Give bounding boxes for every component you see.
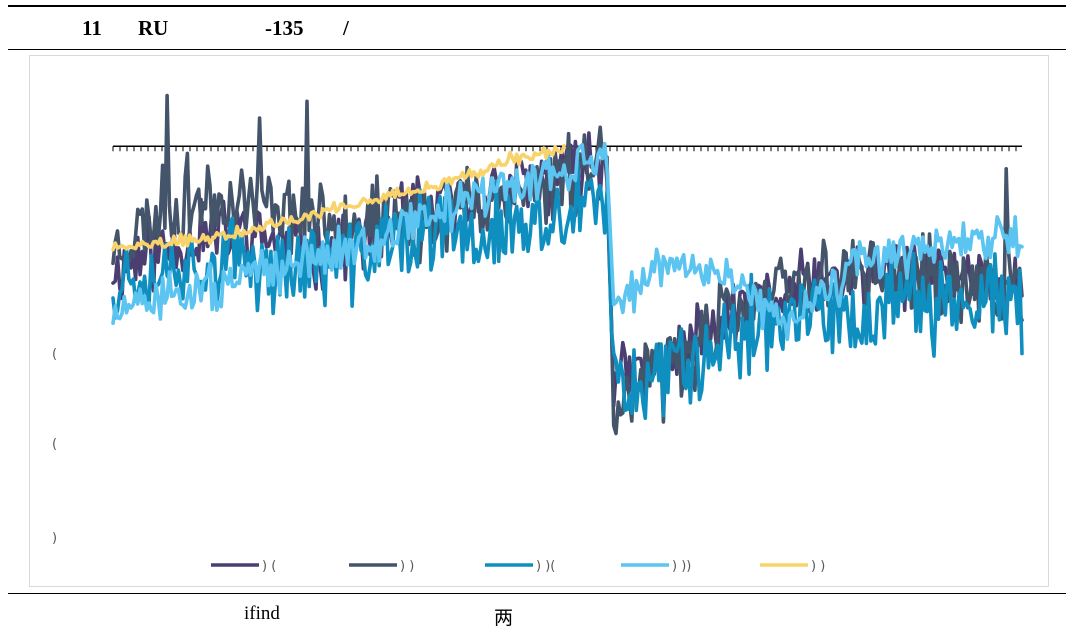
title-part-4: / [343,16,349,40]
series-line-4 [111,141,1024,342]
series-line-5 [111,143,566,252]
footer-note: 两 [494,608,514,629]
title-part-2: RU [138,16,169,40]
chart-frame [29,55,1049,587]
series-line-2 [111,93,1024,436]
top-rule [8,5,1066,7]
y-tick-label: ( [52,437,57,452]
bottom-rule [8,593,1066,594]
figure-title: 11 RU -135 / [0,16,1066,46]
legend-label-2: ) ) [400,559,414,574]
legend-label-5: ) ) [811,559,825,574]
y-tick-label: ) [52,531,57,546]
legend-label-4: ) )) [672,559,691,574]
legend-label-3: ) )( [536,559,555,574]
footer: ifind 两 [0,603,1066,631]
title-part-1: 11 [82,16,102,40]
legend-label-1: ) ( [262,559,276,574]
header-rule [8,49,1066,50]
source-note: ifind [244,603,280,624]
y-tick-label: ( [52,347,57,362]
title-part-3: -135 [265,16,304,40]
